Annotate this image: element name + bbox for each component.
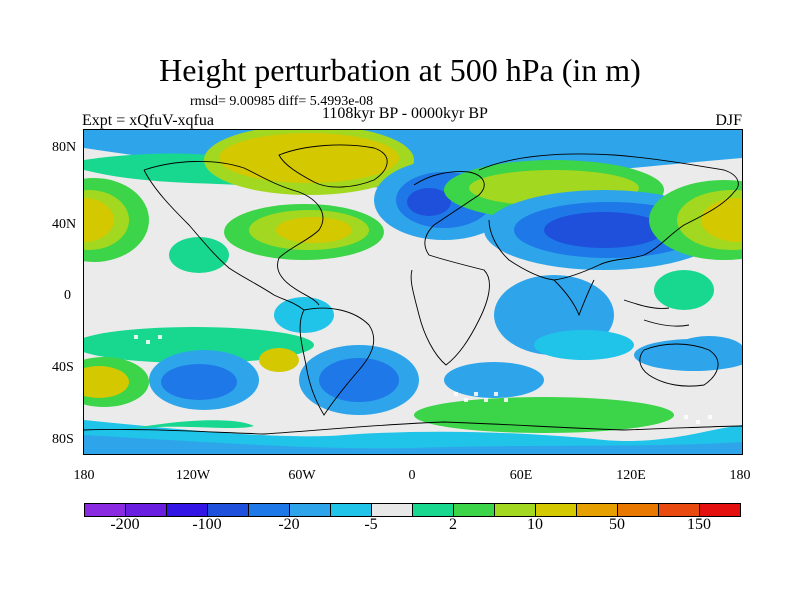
- colorbar-label: 150: [687, 516, 711, 533]
- lat-label: 40S: [52, 360, 74, 375]
- lon-label: 180: [73, 468, 95, 483]
- lon-label: 60W: [288, 468, 316, 483]
- stipple-pattern: [134, 335, 712, 424]
- rmsd-stats: rmsd= 9.00985 diff= 5.4993e-08: [190, 94, 374, 109]
- colorbar-box: [166, 503, 208, 517]
- lat-label: 80N: [52, 140, 77, 155]
- colorbar-box: [658, 503, 700, 517]
- lat-label: 0: [64, 288, 71, 303]
- colorbar-label: -20: [278, 516, 300, 533]
- lon-label: 60E: [509, 468, 533, 483]
- period-label: 1108kyr BP - 0000kyr BP: [322, 105, 488, 122]
- anomaly-patch: [414, 397, 674, 433]
- anomaly-patch: [84, 327, 314, 363]
- colorbar-box: [330, 503, 372, 517]
- colorbar-label: -5: [364, 516, 378, 533]
- colorbar-box: [699, 503, 741, 517]
- colorbar-box: [494, 503, 536, 517]
- coastlines: [84, 144, 742, 435]
- anomaly-patch: [84, 435, 742, 454]
- colorbar-box: [248, 503, 290, 517]
- lon-label: 180: [729, 468, 751, 483]
- anomaly-patch: [169, 237, 229, 273]
- anomaly-patch: [259, 348, 299, 372]
- anomaly-patch: [276, 217, 352, 243]
- anomaly-patch: [219, 133, 399, 183]
- colorbar-box: [535, 503, 577, 517]
- lon-label: 120E: [616, 468, 646, 483]
- colorbar-box: [453, 503, 495, 517]
- anomaly-patch: [654, 270, 714, 310]
- anomaly-patch: [124, 420, 254, 430]
- lon-label: 120W: [175, 468, 211, 483]
- colorbar-box: [84, 503, 126, 517]
- colorbar: [84, 503, 741, 517]
- colorbar-box: [576, 503, 618, 517]
- lat-label: 80S: [52, 432, 74, 447]
- anomaly-patch: [534, 330, 634, 360]
- colorbar-label: -100: [192, 516, 222, 533]
- season-label: DJF: [715, 112, 742, 129]
- lon-label: 0: [408, 468, 416, 483]
- colorbar-box: [207, 503, 249, 517]
- colorbar-label: 50: [609, 516, 625, 533]
- anomaly-patch: [84, 366, 129, 398]
- contour-field: [84, 130, 742, 454]
- lat-label: 40N: [52, 217, 77, 232]
- anomaly-patch: [161, 364, 237, 400]
- anomaly-patch: [444, 362, 544, 398]
- colorbar-label: 10: [527, 516, 543, 533]
- anomaly-patch: [84, 198, 114, 242]
- anomaly-patch: [701, 198, 742, 242]
- experiment-label: Expt = xQfuV-xqfua: [82, 112, 214, 129]
- anomaly-patch: [544, 212, 664, 248]
- colorbar-box: [289, 503, 331, 517]
- colorbar-box: [412, 503, 454, 517]
- plot-title: Height perturbation at 500 hPa (in m): [159, 52, 641, 88]
- colorbar-box: [371, 503, 413, 517]
- colorbar-label: -200: [110, 516, 140, 533]
- anomaly-patch: [407, 188, 451, 216]
- colorbar-box: [617, 503, 659, 517]
- map-panel: [83, 129, 743, 455]
- colorbar-label: 2: [449, 516, 457, 533]
- anomaly-patch: [319, 358, 399, 402]
- anomaly-patch: [274, 297, 334, 333]
- anomaly-patch: [634, 339, 742, 371]
- colorbar-box: [125, 503, 167, 517]
